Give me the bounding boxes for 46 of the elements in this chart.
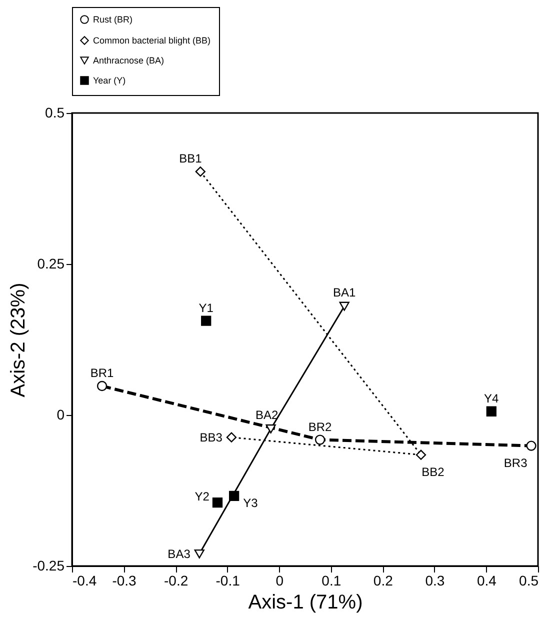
point <box>486 406 496 416</box>
x-axis-title: Axis-1 (71%) <box>248 592 363 614</box>
annotation: BB2 <box>422 464 445 479</box>
annotation: Y3 <box>243 496 258 510</box>
point <box>314 434 326 445</box>
annotation: Y1 <box>198 300 214 315</box>
point <box>226 432 237 442</box>
y-tick-label: 0.5 <box>45 104 65 120</box>
annotation: BA1 <box>333 285 356 300</box>
x-tick-label: 0.3 <box>425 572 445 588</box>
y-tick-label: -0.25 <box>32 558 65 574</box>
annotation: BR2 <box>308 420 332 434</box>
x-tick-label: 0.5 <box>519 572 539 588</box>
annotation: BR3 <box>504 456 528 470</box>
annotation: BB3 <box>200 430 223 444</box>
x-tick-label: 0.1 <box>322 572 342 588</box>
x-tick-label: -0.4 <box>72 572 97 588</box>
legend-label: Anthracnose (BA) <box>93 56 164 66</box>
x-tick-label: 0.2 <box>373 572 394 588</box>
point <box>195 166 206 177</box>
x-tick-label: -0.3 <box>112 572 137 588</box>
point <box>416 450 426 460</box>
annotation: Y4 <box>484 391 500 406</box>
point <box>526 440 536 451</box>
point <box>339 302 350 311</box>
point <box>194 549 204 558</box>
y-tick-label: 0 <box>56 406 65 422</box>
point <box>228 490 240 502</box>
annotation: BR1 <box>90 366 114 380</box>
x-tick-label: -0.1 <box>216 572 240 588</box>
legend-label: Common bacterial blight (BB) <box>93 36 211 46</box>
y-axis-title: Axis-2 (23%) <box>8 282 30 398</box>
point <box>96 380 108 392</box>
point <box>212 498 223 508</box>
x-tick-label: 0 <box>276 572 284 588</box>
y-tick-label: 0.25 <box>37 256 65 272</box>
annotation: BA2 <box>255 408 278 422</box>
x-tick-label: 0.4 <box>476 572 497 588</box>
annotation: BA3 <box>168 546 191 561</box>
legend-label: Rust (BR) <box>93 14 133 24</box>
x-tick-label: -0.2 <box>164 572 188 588</box>
point <box>266 424 276 434</box>
annotation: BB1 <box>179 152 202 166</box>
legend-label: Year (Y) <box>93 76 126 86</box>
point <box>201 316 212 326</box>
annotation: Y2 <box>194 490 210 504</box>
